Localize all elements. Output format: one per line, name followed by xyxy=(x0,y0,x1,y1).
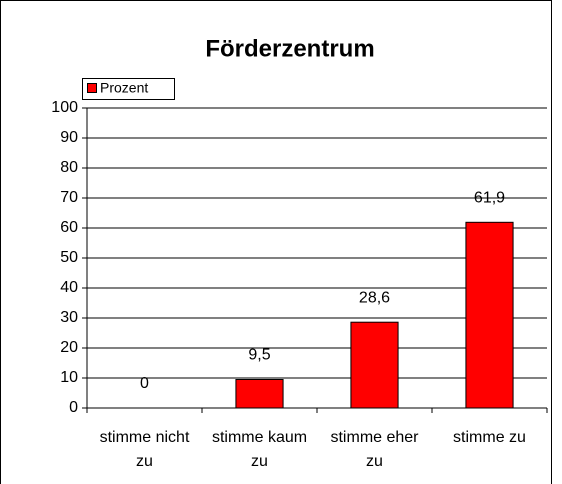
legend-swatch xyxy=(87,83,97,93)
value-label: 9,5 xyxy=(248,347,270,364)
x-tick-label: stimme eher zu xyxy=(330,429,419,470)
legend-label: Prozent xyxy=(100,80,148,96)
bar xyxy=(350,321,399,409)
bar xyxy=(465,221,514,409)
value-label: 0 xyxy=(140,375,149,392)
x-tick-label: stimme zu xyxy=(453,429,526,446)
chart-title: Förderzentrum xyxy=(205,35,374,62)
y-tick-label: 70 xyxy=(60,189,78,206)
value-label: 28,6 xyxy=(359,289,390,306)
y-tick-label: 80 xyxy=(60,159,78,176)
y-tick-label: 0 xyxy=(69,399,78,416)
legend-box xyxy=(82,78,175,100)
y-tick-label: 40 xyxy=(60,279,78,296)
bar xyxy=(235,379,284,409)
x-tick-label: stimme nicht zu xyxy=(99,429,190,470)
y-tick-label: 90 xyxy=(60,129,78,146)
y-tick-label: 10 xyxy=(60,369,78,386)
value-label: 61,9 xyxy=(474,190,505,207)
y-tick-label: 100 xyxy=(51,99,78,116)
y-tick-label: 20 xyxy=(60,339,78,356)
y-tick-label: 60 xyxy=(60,219,78,236)
x-tick-label: stimme kaum zu xyxy=(211,429,308,470)
y-tick-label: 50 xyxy=(60,249,78,266)
y-tick-label: 30 xyxy=(60,309,78,326)
